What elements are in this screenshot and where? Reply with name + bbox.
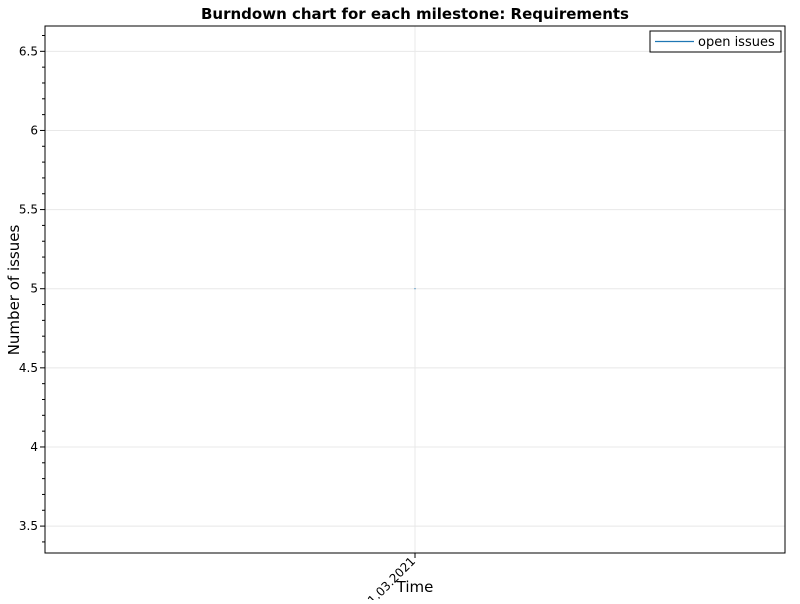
legend: open issues	[649, 30, 782, 53]
y-tick-label: 4.5	[19, 361, 38, 375]
legend-label-open-issues: open issues	[698, 35, 775, 50]
y-tick-label: 5.5	[19, 203, 38, 217]
y-tick-label: 3.5	[19, 519, 38, 533]
legend-box	[649, 30, 782, 53]
y-tick-label: 6	[30, 123, 38, 137]
y-tick-label: 6.5	[19, 44, 38, 58]
grid-lines	[45, 26, 785, 553]
data-point-open-issues	[414, 288, 416, 290]
y-tick-label: 4	[30, 440, 38, 454]
y-tick-label: 5	[30, 282, 38, 296]
series-layer	[414, 288, 416, 290]
x-axis-label: Time	[396, 578, 434, 596]
chart-title: Burndown chart for each milestone: Requi…	[201, 5, 629, 23]
y-axis-label: Number of issues	[5, 225, 23, 356]
y-axis-ticks: 3.5 4 4.5 5 5.5 6 6.5	[19, 34, 45, 543]
